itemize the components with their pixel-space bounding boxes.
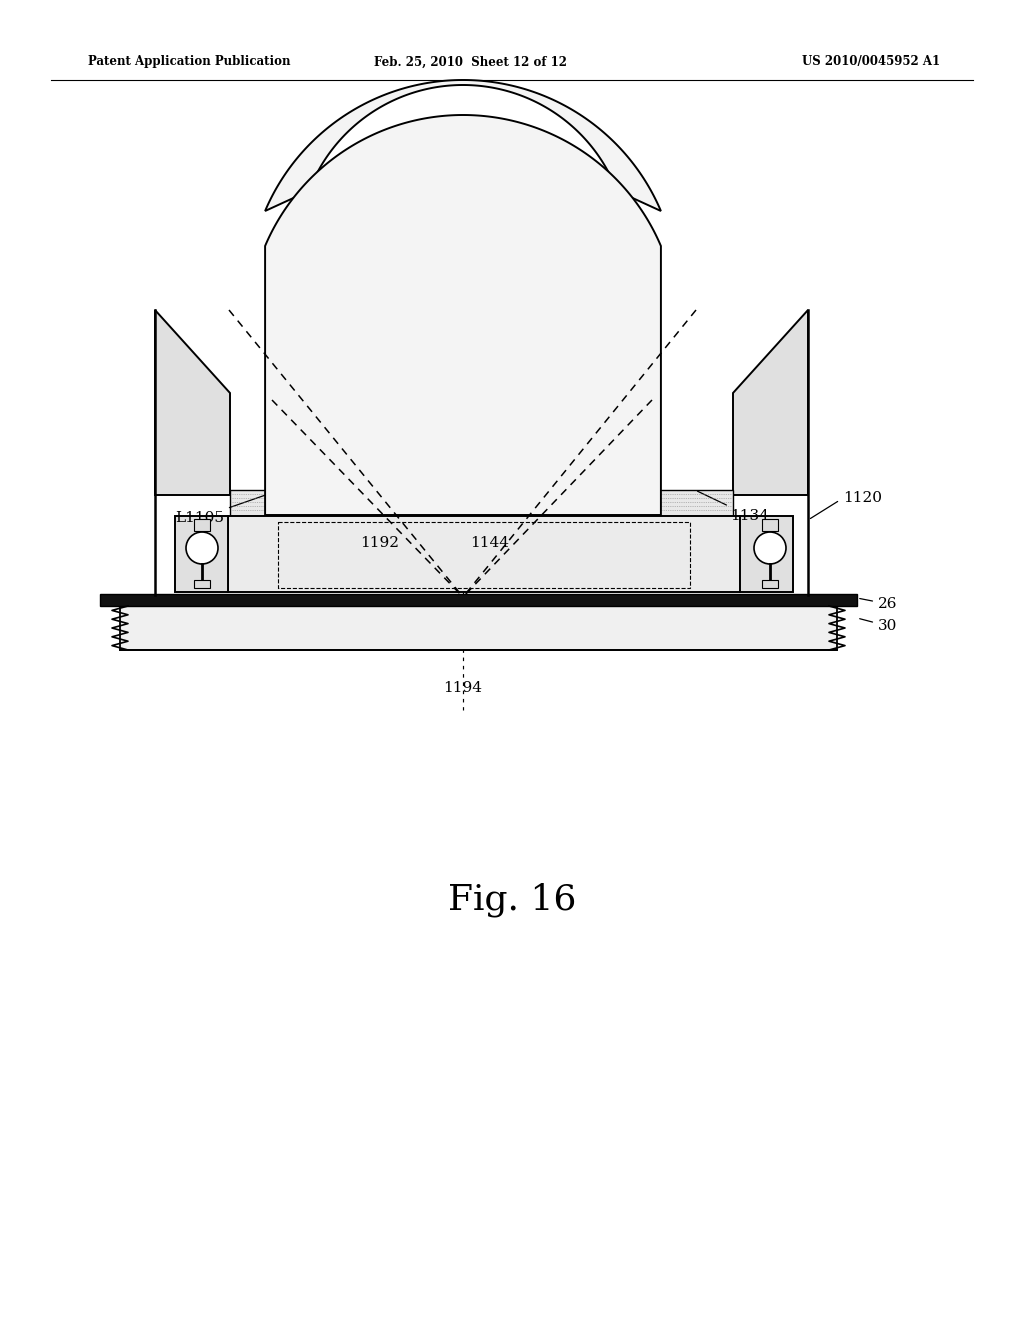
Text: US 2010/0045952 A1: US 2010/0045952 A1 — [802, 55, 940, 69]
Text: 1194: 1194 — [443, 681, 482, 696]
Bar — [740, 516, 793, 591]
Text: Feb. 25, 2010  Sheet 12 of 12: Feb. 25, 2010 Sheet 12 of 12 — [374, 55, 566, 69]
Text: L1105: L1105 — [175, 491, 278, 525]
Text: Fig. 16: Fig. 16 — [447, 883, 577, 917]
Text: 1134: 1134 — [697, 491, 769, 523]
Bar — [228, 516, 740, 591]
Bar — [100, 594, 857, 606]
Circle shape — [186, 532, 218, 564]
Text: 1120: 1120 — [843, 491, 882, 506]
Bar — [194, 519, 210, 531]
Polygon shape — [265, 81, 660, 211]
Polygon shape — [230, 490, 733, 516]
Bar — [762, 579, 778, 587]
Polygon shape — [120, 606, 837, 649]
Polygon shape — [265, 115, 660, 515]
Bar — [175, 516, 228, 591]
Text: 1192: 1192 — [360, 536, 399, 550]
Bar — [278, 521, 690, 587]
Bar — [194, 579, 210, 587]
Polygon shape — [155, 310, 230, 495]
Polygon shape — [733, 310, 808, 495]
Text: Patent Application Publication: Patent Application Publication — [88, 55, 291, 69]
Polygon shape — [276, 129, 649, 453]
Circle shape — [754, 532, 786, 564]
Text: 1144: 1144 — [470, 536, 510, 550]
Bar — [762, 519, 778, 531]
Text: 30: 30 — [860, 619, 897, 634]
Text: 26: 26 — [860, 597, 897, 611]
